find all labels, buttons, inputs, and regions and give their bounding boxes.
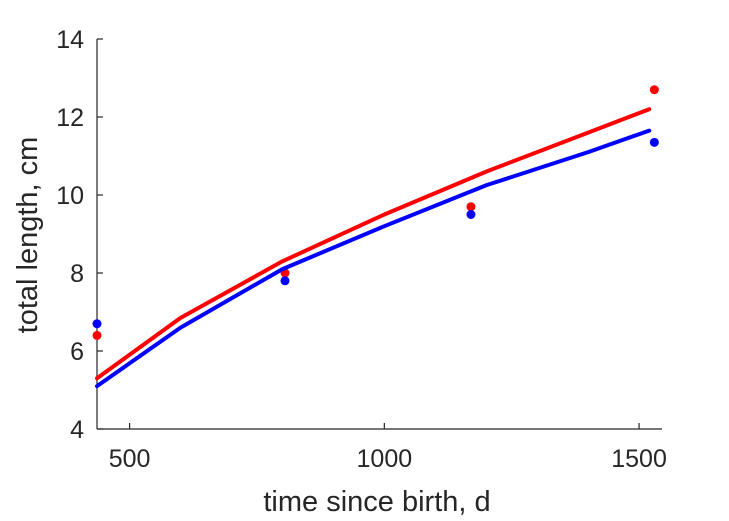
x-tick-label: 1500 [611,445,667,473]
series-1-fit-line [95,128,652,389]
series-0-data-point [466,202,476,212]
y-tick-label: 14 [56,26,84,54]
y-tick-label: 12 [56,104,84,132]
series-1-data-point [466,210,476,219]
series-layer [92,85,659,389]
y-axis-title: total length, cm [12,137,44,334]
series-0-data-point [649,85,659,95]
y-axis: 4 6 8 10 12 14 [56,26,103,444]
x-tick-label: 500 [109,445,151,473]
x-axis: 500 1000 1500 [97,423,667,473]
y-tick-label: 4 [70,416,84,444]
series-0 [92,85,659,381]
x-axis-title: time since birth, d [263,486,490,518]
series-0-fit-line [95,107,652,381]
y-tick-label: 8 [70,260,84,288]
series-1 [92,128,659,389]
series-1-data-point [92,319,102,329]
y-tick-label: 6 [70,338,84,366]
y-tick-label: 10 [56,182,84,210]
x-tick-label: 1000 [357,445,413,473]
series-0-data-point [92,330,102,340]
series-1-data-point [649,137,659,147]
series-1-data-point [280,276,290,286]
